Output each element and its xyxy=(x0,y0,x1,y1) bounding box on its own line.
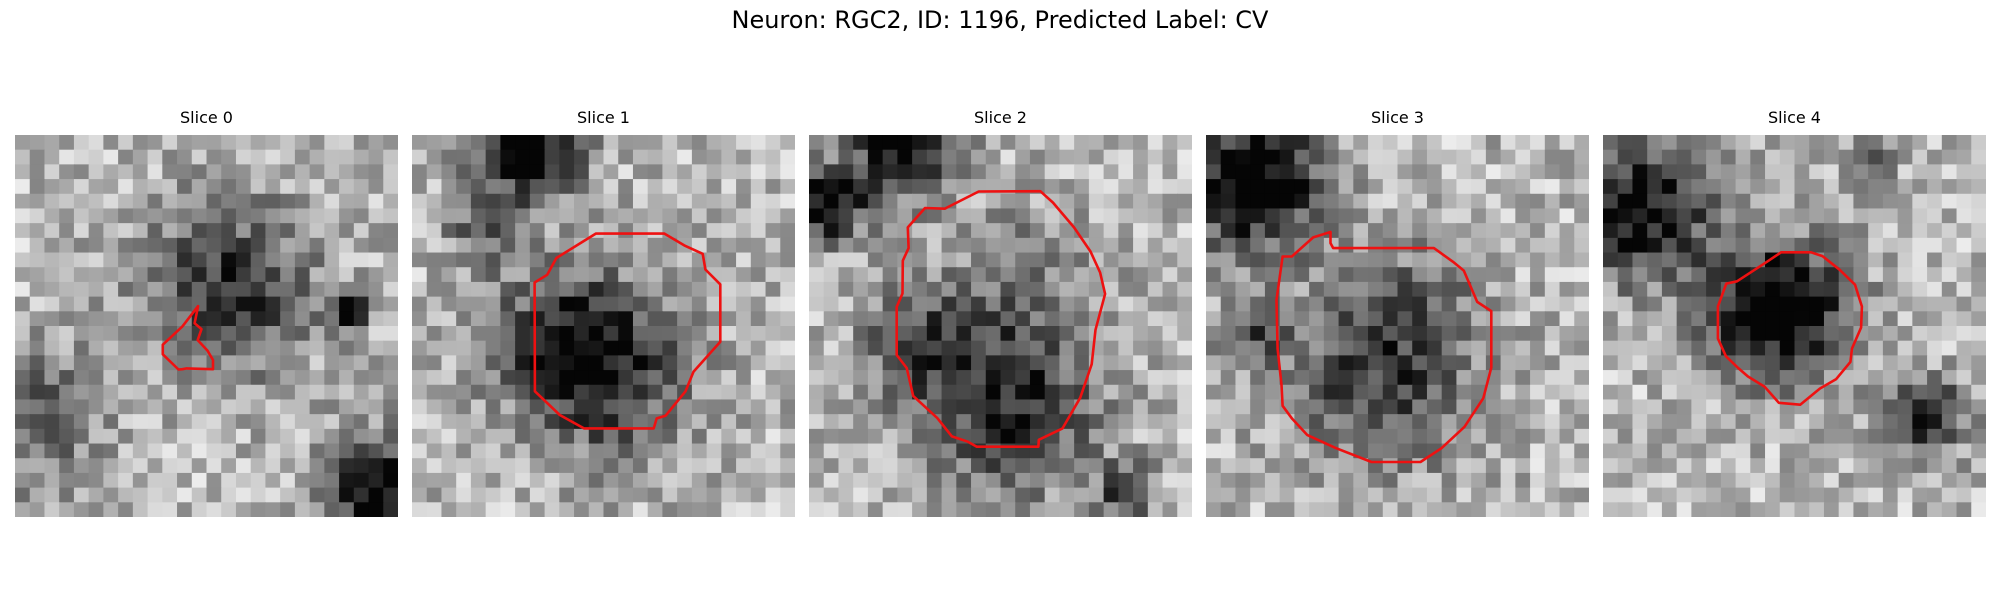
slice-4-contour xyxy=(1716,251,1864,407)
slice-0-contour xyxy=(161,304,215,371)
slice-1-image xyxy=(412,135,795,517)
slice-2-image xyxy=(809,135,1192,517)
figure-title: Neuron: RGC2, ID: 1196, Predicted Label:… xyxy=(731,6,1269,34)
slice-4-title: Slice 4 xyxy=(1768,108,1821,127)
slice-3-title: Slice 3 xyxy=(1371,108,1424,127)
slice-2-contour xyxy=(895,189,1107,449)
slice-2-title: Slice 2 xyxy=(974,108,1027,127)
slice-1-contour xyxy=(533,232,722,430)
slice-1-title: Slice 1 xyxy=(577,108,630,127)
slice-3-image xyxy=(1206,135,1589,517)
slice-0-image xyxy=(15,135,398,517)
slice-0-title: Slice 0 xyxy=(180,108,233,127)
slice-3-contour xyxy=(1275,230,1493,464)
slice-4-image xyxy=(1603,135,1986,517)
